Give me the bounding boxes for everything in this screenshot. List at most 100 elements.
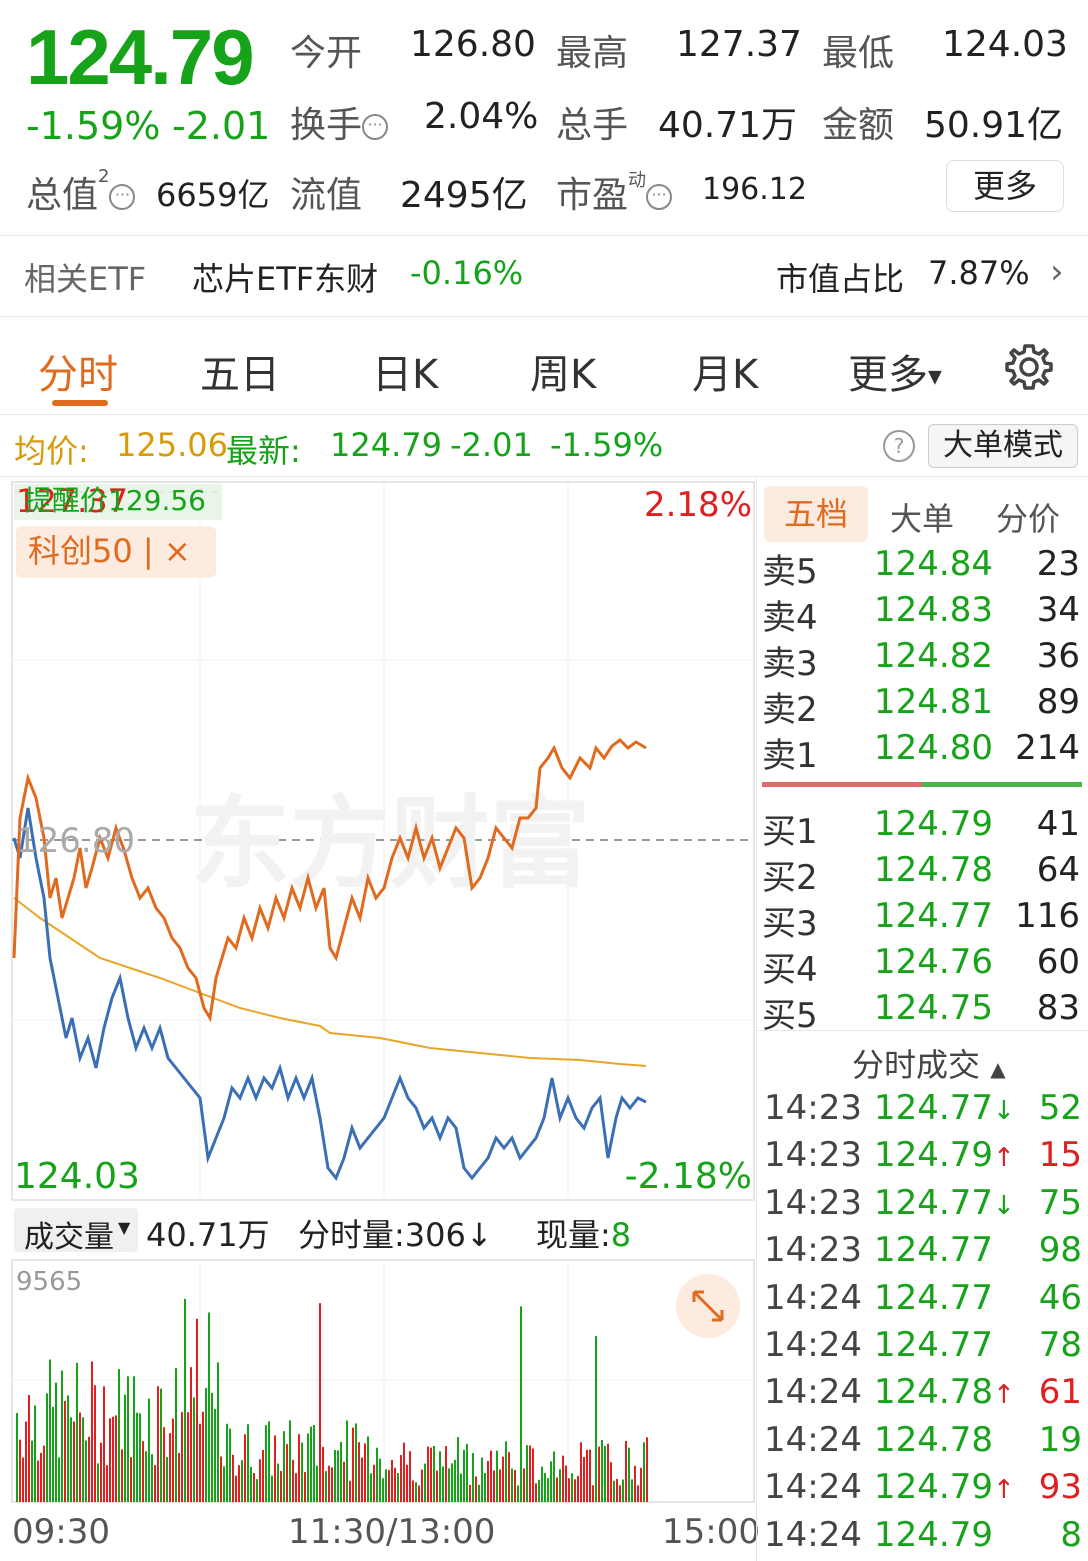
- volume-bar: [274, 1435, 276, 1502]
- volume-bar: [70, 1417, 72, 1502]
- tab-five-levels[interactable]: 五档: [764, 486, 868, 542]
- volume-bar: [73, 1421, 75, 1502]
- bottom-price-label: 124.03: [14, 1156, 140, 1197]
- tick-price: 124.77↓: [874, 1088, 1015, 1128]
- high-label: 最高: [556, 33, 629, 74]
- tick-price: 124.77: [874, 1277, 993, 1318]
- volume-bar: [319, 1303, 321, 1502]
- tab-five-day[interactable]: 五日: [200, 352, 280, 398]
- volume-bar: [574, 1479, 576, 1502]
- ask-row[interactable]: 卖3 124.82 36: [762, 636, 1084, 684]
- panel-divider: [756, 478, 757, 1561]
- more-button[interactable]: 更多: [946, 160, 1064, 212]
- volume-bar: [577, 1475, 579, 1502]
- tab-monthly-k[interactable]: 月K: [692, 352, 759, 398]
- ask-row[interactable]: 卖5 124.84 23: [762, 544, 1084, 592]
- amount-label: 金额: [822, 105, 895, 146]
- volume-bar: [37, 1460, 39, 1502]
- volume-bar: [202, 1411, 204, 1502]
- volume-bar: [301, 1442, 303, 1502]
- volume-bar: [205, 1388, 207, 1502]
- big-order-mode-button[interactable]: 大单模式: [928, 424, 1078, 468]
- turnover-label[interactable]: 换手 ···: [290, 96, 389, 148]
- level-qty: 116: [1015, 896, 1080, 936]
- bid-row[interactable]: 买4 124.76 60: [762, 942, 1084, 990]
- tab-weekly-k[interactable]: 周K: [530, 352, 597, 398]
- volume-bar: [199, 1423, 201, 1502]
- volume-bar: [379, 1458, 381, 1502]
- mktcap-label[interactable]: 总值2···: [26, 166, 136, 218]
- volume-bar: [220, 1456, 222, 1502]
- volume-bar: [430, 1447, 432, 1502]
- tick-qty: 98: [1038, 1230, 1082, 1271]
- volume-bar: [46, 1393, 48, 1502]
- volume-bar: [151, 1454, 153, 1502]
- volume-bar: [268, 1421, 270, 1502]
- tick-row: 14:23 124.79↑ 15: [764, 1135, 1084, 1182]
- tab-daily-k[interactable]: 日K: [372, 352, 439, 398]
- level-label: 买3: [762, 904, 818, 944]
- ask-row[interactable]: 卖2 124.81 89: [762, 682, 1084, 730]
- tick-arrow: ↑: [992, 1475, 1015, 1506]
- volume-bar: [85, 1440, 87, 1502]
- ask-row[interactable]: 卖1 124.80 214: [762, 728, 1084, 776]
- tab-more[interactable]: 更多▼: [848, 352, 942, 398]
- volume-bar: [190, 1367, 192, 1502]
- volume-bar: [487, 1461, 489, 1502]
- volume-bar: [550, 1461, 552, 1502]
- volume-indicator-selector[interactable]: 成交量 ▼: [14, 1208, 138, 1255]
- bid-row[interactable]: 买3 124.77 116: [762, 896, 1084, 944]
- volume-bar: [226, 1423, 228, 1502]
- caret-down-icon: ▼: [928, 366, 942, 388]
- etf-name[interactable]: 芯片ETF东财: [192, 260, 379, 298]
- level-price: 124.75: [874, 988, 993, 1028]
- volume-bar: [439, 1451, 441, 1502]
- bid-row[interactable]: 买2 124.78 64: [762, 850, 1084, 898]
- tick-price: 124.77: [874, 1325, 993, 1365]
- gear-icon[interactable]: [1004, 342, 1054, 392]
- volume-bar: [22, 1457, 24, 1502]
- bid-row[interactable]: 买1 124.79 41: [762, 804, 1084, 852]
- time-mid: 11:30/13:00: [288, 1512, 496, 1552]
- chevron-right-icon[interactable]: ›: [1050, 252, 1064, 292]
- intraday-chart[interactable]: 东方财富 127.37 提醒价129.56 科创50 | × 2.18% 126…: [0, 478, 756, 1202]
- tick-row: 14:24 124.79↑ 93: [764, 1467, 1084, 1514]
- latest-change: -2.01: [450, 426, 533, 464]
- avg-label: 均价:: [14, 432, 89, 470]
- ask-row[interactable]: 卖4 124.83 34: [762, 590, 1084, 638]
- volume-bar: [562, 1455, 564, 1502]
- volume-bars: [16, 1298, 648, 1502]
- volume-bar: [256, 1479, 258, 1502]
- tick-time: 14:24: [764, 1514, 862, 1555]
- tick-qty: 52: [1038, 1088, 1082, 1128]
- volume-bar: [298, 1434, 300, 1502]
- volume-bar: [31, 1440, 33, 1502]
- tab-big-orders[interactable]: 大单: [890, 500, 955, 538]
- pe-label[interactable]: 市盈动···: [556, 166, 673, 218]
- tick-price: 124.79↑: [874, 1467, 1015, 1508]
- volume-bar: [310, 1426, 312, 1502]
- volume-bar: [532, 1448, 534, 1502]
- index-compare-tag[interactable]: 科创50 | ×: [28, 532, 191, 570]
- ask-ratio-bar: [762, 782, 922, 787]
- volume-bar: [322, 1446, 324, 1502]
- tick-arrow: ↑: [992, 1143, 1015, 1174]
- bid-row[interactable]: 买5 124.75 83: [762, 988, 1084, 1036]
- volume-bar: [130, 1457, 132, 1502]
- volume-bar: [346, 1420, 348, 1502]
- volume-bar: [64, 1400, 66, 1502]
- bottom-percent-label: -2.18%: [625, 1156, 752, 1197]
- volume-bar: [457, 1437, 459, 1502]
- volume-chart[interactable]: 9565: [0, 1258, 756, 1504]
- active-tab-indicator: [52, 400, 108, 406]
- ticks-title[interactable]: 分时成交 ▲: [852, 1046, 1006, 1084]
- tab-price-distribution[interactable]: 分价: [996, 500, 1061, 538]
- volume-bar: [121, 1449, 123, 1502]
- help-icon[interactable]: ?: [883, 430, 915, 462]
- alert-price-label[interactable]: 提醒价129.56: [24, 484, 206, 517]
- volume-bar: [331, 1467, 333, 1502]
- tab-intraday[interactable]: 分时: [38, 352, 118, 398]
- volume-bar: [610, 1462, 612, 1502]
- high-value: 127.37: [676, 24, 802, 65]
- volume-bar: [19, 1439, 21, 1502]
